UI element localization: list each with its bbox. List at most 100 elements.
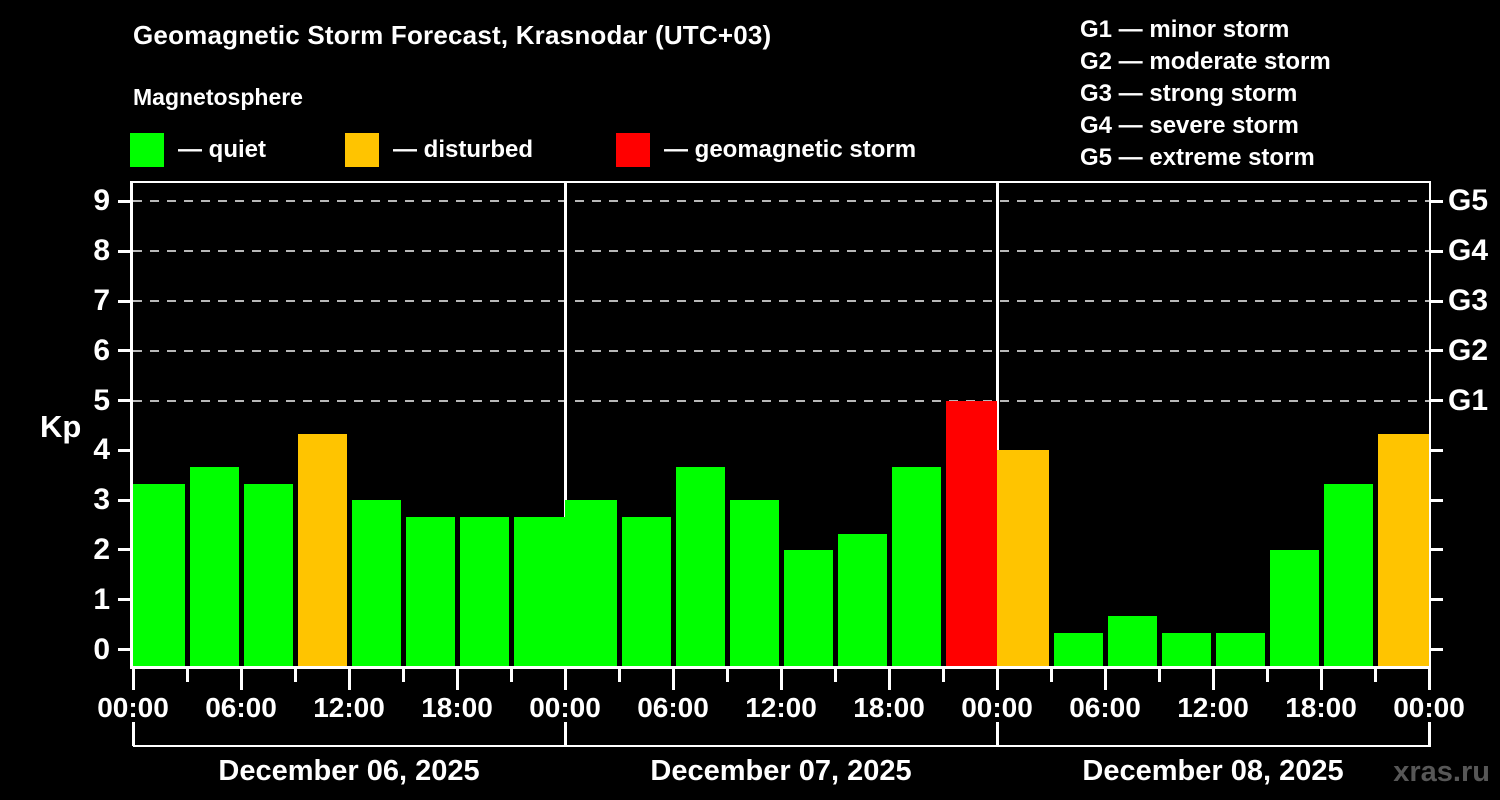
x-tick-mark — [1265, 669, 1269, 682]
x-tick-mark — [1373, 669, 1377, 682]
kp-bar — [1161, 633, 1211, 666]
right-tick-mark — [1431, 199, 1443, 203]
x-tick-mark — [1157, 669, 1161, 682]
x-tick-label: 12:00 — [745, 692, 817, 723]
page-title: Geomagnetic Storm Forecast, Krasnodar (U… — [133, 20, 772, 50]
disturbed-swatch-icon — [345, 133, 379, 167]
right-tick-mark — [1431, 249, 1443, 253]
kp-bar — [1269, 549, 1319, 666]
legend-label-disturbed: — disturbed — [393, 136, 534, 163]
kp-bar — [621, 516, 671, 666]
y-tick-mark — [118, 199, 130, 203]
right-tick-mark — [1431, 648, 1443, 652]
g-legend-line-1: G1 — minor storm — [1080, 16, 1290, 43]
chart-subtitle: Magnetosphere — [133, 84, 303, 110]
x-tick-label: 00:00 — [961, 692, 1033, 723]
y-tick-mark — [118, 548, 130, 552]
day-label-3: December 08, 2025 — [1082, 755, 1344, 787]
x-tick-label: 18:00 — [421, 692, 493, 723]
y-axis-title: Kp — [40, 409, 82, 444]
day-bracket-tick — [1427, 722, 1431, 746]
x-tick-mark — [995, 669, 999, 690]
legend-label-storm: — geomagnetic storm — [664, 136, 917, 163]
x-tick-mark — [293, 669, 297, 682]
kp-bar — [1377, 433, 1429, 666]
kp-bar — [1323, 483, 1373, 666]
x-tick-label: 12:00 — [313, 692, 385, 723]
x-tick-mark — [1049, 669, 1053, 682]
legend-label-quiet: — quiet — [178, 136, 266, 163]
legend-item-disturbed: — disturbed — [345, 133, 533, 167]
day-label-1: December 06, 2025 — [218, 755, 480, 787]
y-tick-label-7: 7 — [93, 284, 110, 317]
x-tick-label: 12:00 — [1177, 692, 1249, 723]
y-tick-mark — [118, 498, 130, 502]
g-axis-label-g3: G3 — [1448, 284, 1489, 317]
legend-item-storm: — geomagnetic storm — [616, 133, 916, 167]
right-tick-mark — [1431, 548, 1443, 552]
kp-bar — [945, 400, 997, 666]
day-separator — [995, 183, 999, 666]
kp-bar — [405, 516, 455, 666]
kp-bar — [189, 466, 239, 666]
x-tick-mark — [1211, 669, 1215, 690]
x-tick-mark — [509, 669, 513, 682]
g-axis-label-g4: G4 — [1448, 234, 1489, 268]
g-scale-legend: G1 — minor storm G2 — moderate storm G3 — … — [1080, 14, 1331, 174]
g-legend-line-5: G5 — extreme storm — [1080, 144, 1315, 171]
day-bracket-tick — [995, 722, 999, 746]
y-tick-label-3: 3 — [93, 483, 110, 517]
y-tick-label-9: 9 — [93, 184, 110, 218]
y-tick-label-8: 8 — [93, 234, 110, 268]
y-tick-mark — [118, 598, 130, 602]
day-bracket-tick — [563, 722, 567, 746]
x-tick-label: 06:00 — [637, 692, 709, 723]
x-tick-mark — [239, 669, 243, 690]
x-tick-mark — [887, 669, 891, 690]
kp-bar — [243, 483, 293, 666]
kp-bar — [891, 466, 941, 666]
x-tick-mark — [1319, 669, 1323, 690]
g-legend-line-3: G3 — strong storm — [1080, 80, 1298, 107]
gridline-kp-6 — [133, 349, 1429, 352]
kp-bar — [729, 500, 779, 666]
right-tick-mark — [1431, 399, 1443, 403]
x-tick-mark — [725, 669, 729, 682]
y-tick-mark — [118, 299, 130, 303]
kp-bar — [1107, 616, 1157, 666]
kp-bar — [1215, 633, 1265, 666]
y-tick-label-5: 5 — [93, 383, 110, 417]
storm-swatch-icon — [616, 133, 650, 167]
y-tick-mark — [118, 399, 130, 403]
right-tick-mark — [1431, 598, 1443, 602]
kp-bar — [459, 516, 509, 666]
y-tick-mark — [118, 349, 130, 353]
g-axis-label-g5: G5 — [1448, 184, 1489, 218]
day-bracket-line — [133, 745, 1431, 747]
day-bracket-tick — [131, 722, 135, 746]
day-label-2: December 07, 2025 — [650, 755, 912, 787]
gridline-kp-8 — [133, 250, 1429, 253]
g-legend-line-4: G4 — severe storm — [1080, 112, 1299, 139]
kp-bar — [133, 483, 185, 666]
kp-bar — [351, 500, 401, 666]
y-tick-mark — [118, 448, 130, 452]
x-tick-mark — [779, 669, 783, 690]
y-tick-label-6: 6 — [93, 333, 110, 367]
kp-bar — [297, 433, 347, 666]
x-tick-mark — [455, 669, 459, 690]
x-tick-mark — [617, 669, 621, 682]
quiet-swatch-icon — [130, 133, 164, 167]
x-tick-mark — [347, 669, 351, 690]
y-tick-mark — [118, 249, 130, 253]
y-tick-label-2: 2 — [93, 532, 110, 566]
kp-bar — [1053, 633, 1103, 666]
kp-bar — [997, 450, 1049, 666]
x-tick-label: 00:00 — [97, 692, 169, 723]
y-tick-label-1: 1 — [93, 582, 110, 616]
day-separator — [563, 183, 567, 666]
legend-item-quiet: — quiet — [130, 133, 266, 167]
right-tick-mark — [1431, 349, 1443, 353]
right-tick-mark — [1431, 448, 1443, 452]
watermark: xras.ru — [1393, 756, 1490, 788]
